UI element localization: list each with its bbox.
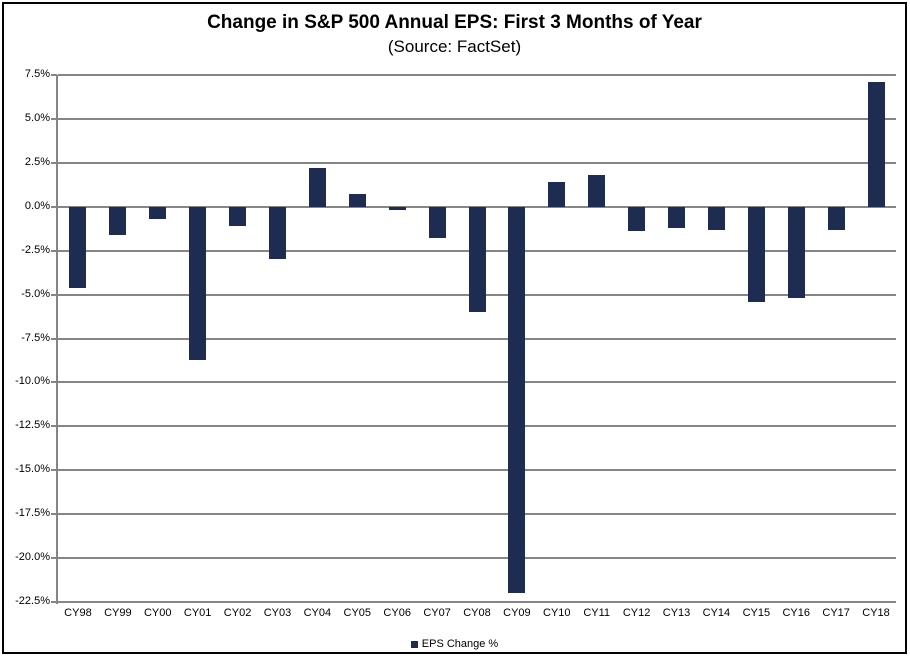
x-tick-label-CY98: CY98	[64, 607, 92, 619]
x-tick-label-CY12: CY12	[622, 607, 651, 619]
y-axis-tick	[51, 381, 57, 384]
plot-area	[58, 74, 896, 603]
bar-CY16	[787, 206, 805, 299]
bar-CY04	[308, 168, 326, 207]
y-axis-tick	[51, 337, 57, 340]
gridline	[58, 557, 896, 560]
bar-CY06	[388, 206, 406, 211]
y-tick-label: -15.0%	[15, 463, 50, 476]
bar-CY99	[109, 206, 127, 235]
x-tick-label-CY06: CY06	[383, 607, 411, 619]
x-tick-label-CY02: CY02	[223, 607, 252, 619]
gridline	[58, 74, 896, 76]
y-tick-label: -5.0%	[21, 287, 50, 300]
y-axis-tick	[51, 293, 57, 296]
legend: EPS Change %	[4, 637, 905, 651]
gridline	[58, 601, 896, 603]
y-tick-label: 2.5%	[24, 155, 50, 168]
bar-CY02	[229, 206, 247, 227]
bar-CY13	[668, 206, 686, 228]
y-tick-label: -7.5%	[21, 331, 50, 344]
y-tick-label: -10.0%	[15, 375, 50, 388]
y-tick-label: 7.5%	[24, 68, 50, 80]
bar-CY17	[827, 206, 845, 230]
bar-CY98	[69, 206, 87, 288]
bar-CY14	[707, 206, 725, 230]
y-axis-tick	[51, 513, 57, 516]
bar-CY18	[867, 82, 885, 207]
y-axis-tick	[51, 557, 57, 560]
x-tick-label-CY16: CY16	[782, 607, 810, 619]
y-tick-label: 0.0%	[24, 199, 50, 212]
x-tick-label-CY00: CY00	[143, 607, 172, 619]
bar-CY15	[747, 206, 765, 302]
x-tick-label-CY13: CY13	[662, 607, 691, 619]
bar-CY10	[548, 182, 566, 207]
chart-subtitle: (Source: FactSet)	[387, 37, 522, 56]
x-tick-label-CY03: CY03	[263, 607, 292, 619]
bar-CY08	[468, 206, 486, 313]
x-tick-label-CY18: CY18	[862, 607, 890, 619]
y-tick-label: -17.5%	[15, 507, 50, 520]
bar-CY00	[149, 206, 167, 220]
x-tick-label-CY04: CY04	[303, 607, 332, 619]
x-tick-label-CY08: CY08	[463, 607, 491, 619]
gridline	[58, 513, 896, 516]
gridline	[58, 161, 896, 164]
gridline	[58, 381, 896, 384]
x-tick-label-CY09: CY09	[503, 607, 531, 619]
gridline	[58, 337, 896, 340]
gridline	[58, 425, 896, 428]
x-tick-label-CY17: CY17	[822, 607, 850, 619]
y-axis-tick	[51, 205, 57, 208]
y-tick-label: -12.5%	[15, 419, 50, 432]
y-axis-line	[56, 75, 58, 604]
legend-swatch-icon	[410, 640, 418, 648]
y-axis-tick	[51, 249, 57, 252]
x-tick-label-CY05: CY05	[343, 607, 372, 619]
y-axis-tick	[51, 469, 57, 472]
y-tick-label: -22.5%	[15, 595, 50, 607]
y-tick-label: 5.0%	[24, 111, 50, 124]
y-axis-tick	[51, 161, 57, 164]
bar-CY12	[628, 206, 646, 232]
x-tick-label-CY07: CY07	[423, 607, 451, 619]
chart-title: Change in S&P 500 Annual EPS: First 3 Mo…	[207, 12, 702, 33]
bar-CY03	[268, 206, 286, 260]
legend-label: EPS Change %	[421, 638, 499, 650]
gridline	[58, 117, 896, 120]
x-tick-label-CY14: CY14	[702, 607, 731, 619]
bar-CY09	[508, 206, 526, 594]
y-tick-label: -2.5%	[21, 243, 50, 256]
y-axis-tick	[51, 117, 57, 120]
x-tick-label-CY15: CY15	[742, 607, 771, 619]
x-tick-label-CY01: CY01	[183, 607, 212, 619]
bar-CY11	[588, 175, 606, 207]
bar-CY05	[348, 194, 366, 207]
x-tick-label-CY10: CY10	[543, 607, 571, 619]
gridline	[58, 469, 896, 472]
y-tick-label: -20.0%	[15, 551, 50, 564]
y-axis-tick	[51, 425, 57, 428]
x-tick-label-CY99: CY99	[104, 607, 132, 619]
bar-CY07	[428, 206, 446, 239]
bar-CY01	[189, 206, 207, 360]
y-axis-tick	[51, 601, 57, 603]
y-axis-tick	[51, 74, 57, 76]
x-tick-label-CY11: CY11	[583, 607, 611, 619]
